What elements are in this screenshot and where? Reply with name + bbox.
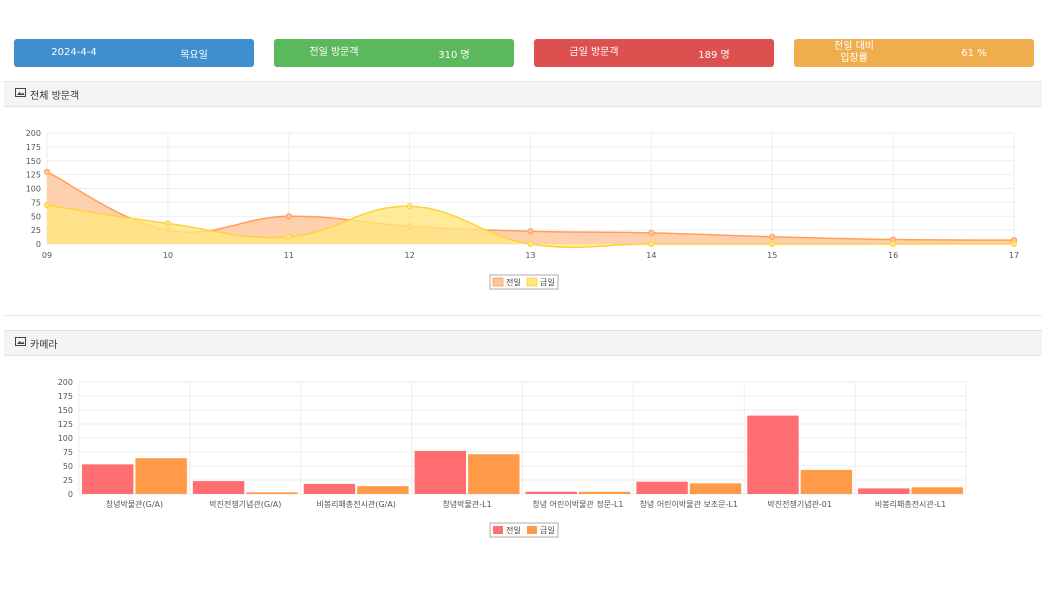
entry-rate-label: 전일 대비 입장률: [834, 41, 874, 64]
data-point: [648, 229, 655, 237]
x-tick-label: 16: [888, 251, 898, 260]
data-point: [527, 240, 534, 248]
legend-label: 금일: [540, 526, 555, 535]
x-tick-label: 창녕박물관-L1: [442, 499, 491, 509]
bar: [414, 450, 467, 494]
bar: [636, 481, 688, 494]
data-point: [890, 240, 897, 248]
x-tick-label: 비봉리패총전시관(G/A): [316, 499, 396, 509]
data-point: [43, 168, 51, 175]
y-tick-label: 175: [58, 392, 73, 401]
y-tick-label: 200: [26, 129, 41, 138]
bar: [468, 454, 520, 494]
bar: [858, 488, 910, 494]
data-point: [164, 220, 171, 227]
y-tick-label: 0: [68, 490, 73, 499]
legend-label: 전일: [506, 525, 521, 535]
yesterday-visitors-value: 310 명: [438, 49, 470, 61]
legend-swatch: [493, 526, 503, 534]
bar: [192, 481, 245, 494]
x-tick-label: 17: [1009, 251, 1019, 260]
x-tick-label: 12: [405, 251, 415, 260]
x-tick-label: 창녕박물관(G/A): [106, 499, 163, 509]
x-tick-label: 15: [767, 251, 777, 260]
y-tick-label: 50: [63, 462, 73, 471]
y-tick-label: 100: [58, 434, 73, 443]
legend-box: [489, 274, 559, 290]
bar: [689, 483, 742, 494]
divider: [4, 315, 1042, 316]
data-point: [43, 202, 51, 209]
y-tick-label: 75: [63, 448, 73, 457]
bar: [800, 469, 853, 494]
data-point: [527, 228, 534, 235]
date-label: 2024-4-4: [51, 47, 97, 58]
bar: [82, 464, 134, 494]
y-tick-label: 150: [26, 157, 41, 166]
bar: [303, 483, 356, 494]
x-tick-label: 09: [42, 251, 52, 260]
bar: [525, 491, 577, 494]
y-tick-label: 0: [36, 240, 41, 249]
legend-label: 전일: [506, 277, 521, 287]
camera-bar-chart: 0 25 50 75 100 125 150 175 200 창녕박물관(G/A) 박진전쟁기념관(…: [58, 378, 967, 538]
camera-panel-header: 카메라: [4, 330, 1042, 356]
today-visitors-value: 189 명: [698, 49, 730, 61]
y-tick-label: 125: [58, 420, 73, 429]
bar: [357, 486, 409, 494]
series-line-1: [46, 204, 1014, 249]
x-tick-label: 박진전쟁기념관-01: [767, 499, 832, 509]
image-chart-icon: [15, 337, 26, 349]
bar: [246, 492, 298, 494]
y-tick-label: 100: [26, 185, 41, 194]
x-tick-label: 창녕 어린이박물관 보조문-L1: [640, 499, 738, 509]
y-tick-label: 150: [58, 406, 73, 415]
x-tick-label: 14: [646, 251, 656, 260]
today-visitors-card: 금일 방문객 189 명: [534, 39, 774, 67]
y-tick-label: 50: [31, 212, 41, 221]
x-tick-label: 11: [284, 251, 294, 260]
today-visitors-label: 금일 방문객: [569, 47, 619, 58]
legend-swatch: [492, 277, 504, 287]
x-tick-label: 10: [163, 251, 173, 260]
legend-swatch: [527, 526, 537, 534]
y-tick-label: 25: [31, 226, 41, 235]
bar: [135, 458, 187, 494]
image-chart-icon: [15, 88, 26, 100]
entry-rate-card: 전일 대비 입장률 61 %: [794, 39, 1034, 67]
x-tick-label: 창녕 어린이박물관 정문-L1: [532, 499, 623, 509]
camera-panel-title: 카메라: [30, 339, 58, 351]
y-tick-label: 200: [58, 378, 73, 387]
x-tick-label: 박진전쟁기념관(G/A): [209, 499, 281, 509]
data-point: [285, 233, 292, 240]
visitors-panel-header: 전체 방문객: [4, 81, 1042, 107]
legend-label: 금일: [540, 278, 555, 287]
y-tick-label: 75: [31, 198, 41, 207]
yesterday-visitors-card: 전일 방문객 310 명: [274, 39, 514, 67]
yesterday-visitors-label: 전일 방문객: [309, 47, 359, 58]
bar: [911, 487, 963, 494]
data-point: [285, 213, 292, 220]
y-tick-label: 25: [63, 476, 73, 485]
legend-box: [489, 522, 559, 538]
data-point: [648, 240, 655, 248]
series-area-0: [47, 171, 1014, 244]
visitors-panel-title: 전체 방문객: [30, 90, 80, 102]
data-point: [769, 233, 776, 240]
x-tick-label: 13: [525, 251, 535, 260]
y-tick-label: 125: [26, 171, 41, 180]
data-point: [1010, 240, 1018, 248]
data-point: [406, 203, 413, 210]
legend-swatch: [526, 277, 538, 287]
entry-rate-value: 61 %: [961, 47, 987, 59]
x-tick-label: 비봉리패총전시관-L1: [875, 499, 946, 509]
visitors-area-chart: 0 25 50 75 100 125 150 175 200 09 10 11 12 13 14 15 16 17…: [26, 129, 1019, 290]
date-card: 2024-4-4 목요일: [14, 39, 254, 67]
bar: [578, 491, 631, 494]
weekday-value: 목요일: [180, 49, 208, 61]
data-point: [769, 240, 776, 248]
y-tick-label: 175: [26, 143, 41, 152]
bar: [747, 415, 799, 494]
